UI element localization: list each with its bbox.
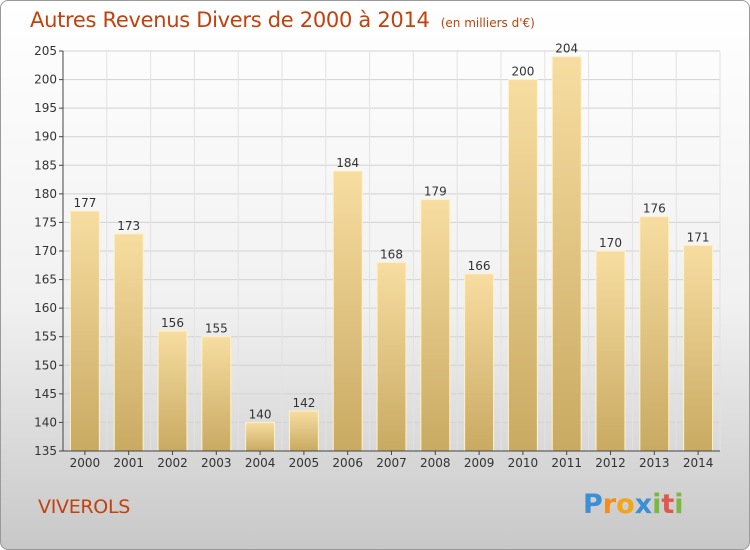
value-label: 173 bbox=[117, 219, 140, 233]
x-tick-label: 2005 bbox=[289, 456, 320, 470]
value-label: 142 bbox=[292, 396, 315, 410]
chart-title: Autres Revenus Divers de 2000 à 2014 bbox=[30, 8, 430, 32]
value-label: 200 bbox=[511, 65, 534, 79]
y-tick-label: 195 bbox=[34, 101, 57, 115]
y-tick-label: 185 bbox=[34, 158, 57, 172]
bar bbox=[639, 216, 670, 452]
bar bbox=[157, 330, 188, 452]
proxiti-logo: Proxiti bbox=[583, 489, 684, 520]
value-label: 184 bbox=[336, 156, 359, 170]
x-tick-label: 2006 bbox=[332, 456, 363, 470]
bar bbox=[201, 336, 232, 452]
y-tick-label: 175 bbox=[34, 215, 57, 229]
labels: 135 140 145 150 155 160 165 170 175 180 185 190 195 2… bbox=[34, 42, 713, 470]
x-tick-label: 2014 bbox=[683, 456, 714, 470]
chart-title-row: Autres Revenus Divers de 2000 à 2014 (en… bbox=[30, 8, 535, 32]
bar bbox=[113, 233, 144, 452]
x-tick-label: 2004 bbox=[245, 456, 276, 470]
logo-letter: P bbox=[583, 489, 603, 520]
y-tick-label: 165 bbox=[34, 273, 57, 287]
x-tick-label: 2009 bbox=[464, 456, 495, 470]
bar bbox=[507, 79, 538, 452]
y-tick-label: 200 bbox=[34, 73, 57, 87]
x-tick-label: 2001 bbox=[113, 456, 144, 470]
value-label: 170 bbox=[599, 236, 622, 250]
bar bbox=[595, 250, 626, 452]
value-label: 176 bbox=[643, 202, 666, 216]
value-label: 179 bbox=[424, 185, 447, 199]
logo-letter: t bbox=[661, 489, 675, 520]
y-tick-label: 135 bbox=[34, 444, 57, 458]
bar bbox=[551, 56, 582, 452]
x-tick-label: 2011 bbox=[551, 456, 582, 470]
x-tick-label: 2002 bbox=[157, 456, 188, 470]
axes bbox=[59, 50, 720, 455]
bar bbox=[420, 199, 451, 452]
bar bbox=[464, 273, 495, 452]
y-tick-label: 150 bbox=[34, 358, 57, 372]
x-tick-label: 2008 bbox=[420, 456, 451, 470]
value-label: 177 bbox=[73, 196, 96, 210]
x-tick-label: 2013 bbox=[639, 456, 670, 470]
bar bbox=[245, 421, 276, 452]
y-tick-label: 160 bbox=[34, 301, 57, 315]
y-tick-label: 170 bbox=[34, 244, 57, 258]
value-label: 168 bbox=[380, 247, 403, 261]
value-label: 155 bbox=[205, 322, 228, 336]
x-tick-label: 2007 bbox=[376, 456, 407, 470]
chart-subtitle: (en milliers d'€) bbox=[440, 16, 535, 30]
bar bbox=[683, 244, 714, 452]
logo-letter: x bbox=[634, 489, 653, 520]
logo-letter: r bbox=[602, 489, 617, 520]
y-tick-label: 155 bbox=[34, 330, 57, 344]
x-tick-label: 2010 bbox=[508, 456, 539, 470]
x-tick-label: 2000 bbox=[70, 456, 101, 470]
bar bbox=[69, 210, 100, 452]
x-tick-label: 2003 bbox=[201, 456, 232, 470]
bar bbox=[332, 170, 363, 452]
logo-letter: i bbox=[674, 489, 684, 520]
logo-letter: i bbox=[652, 489, 662, 520]
y-tick-label: 180 bbox=[34, 187, 57, 201]
bar bbox=[288, 410, 319, 452]
bar bbox=[376, 261, 407, 452]
value-label: 166 bbox=[468, 259, 491, 273]
x-tick-label: 2012 bbox=[595, 456, 626, 470]
y-tick-label: 190 bbox=[34, 130, 57, 144]
value-label: 140 bbox=[249, 407, 272, 421]
y-tick-label: 145 bbox=[34, 387, 57, 401]
value-label: 171 bbox=[687, 230, 710, 244]
y-tick-label: 205 bbox=[34, 44, 57, 58]
y-tick-label: 140 bbox=[34, 415, 57, 429]
value-label: 204 bbox=[555, 42, 578, 56]
place-name: VIVEROLS bbox=[38, 496, 131, 518]
logo-letter: o bbox=[616, 489, 635, 520]
value-label: 156 bbox=[161, 316, 184, 330]
